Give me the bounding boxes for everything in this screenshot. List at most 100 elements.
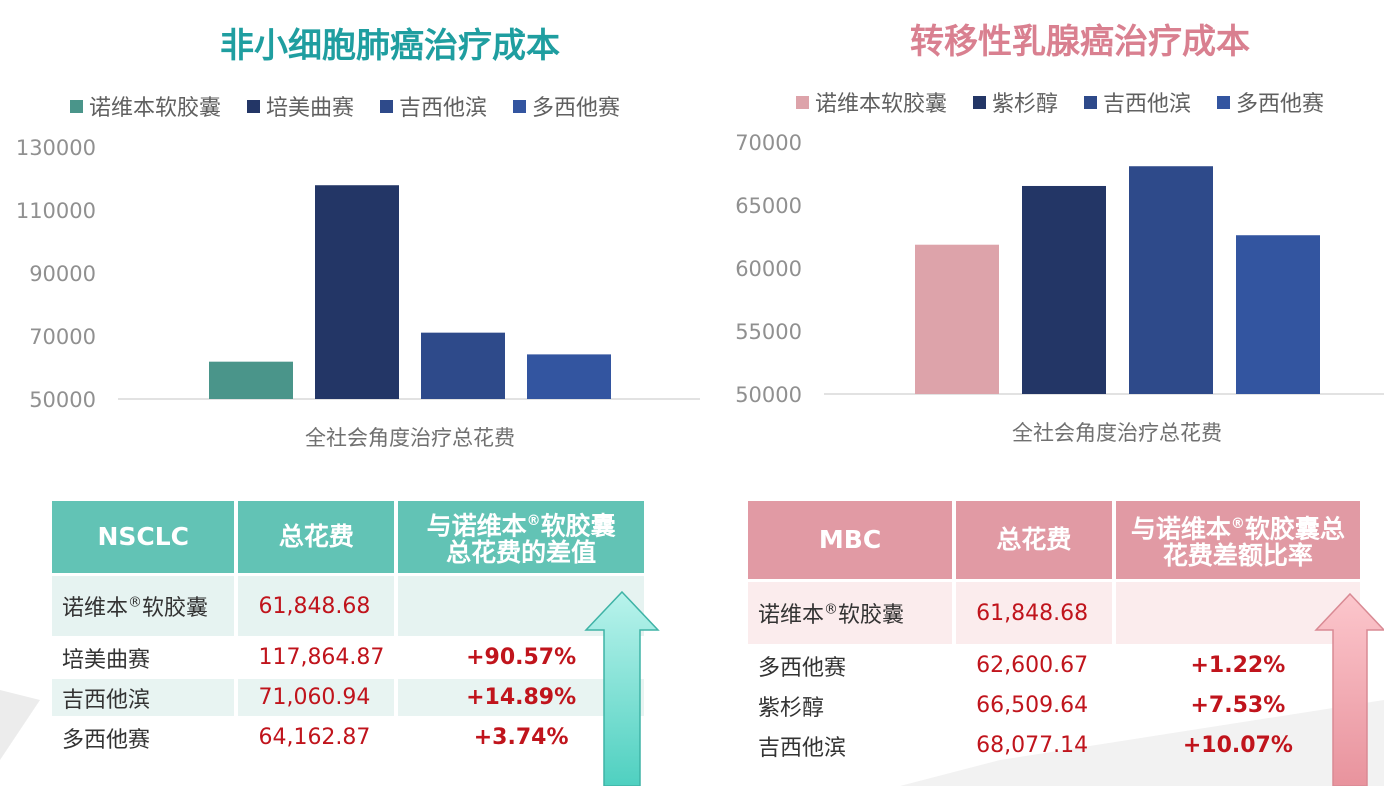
table-header-cell: 与诺维本®软胶囊总 花费差额比率 [1115, 501, 1360, 579]
legend-swatch [380, 99, 394, 113]
drug-name-cell: 吉西他滨 [758, 735, 847, 761]
bar [1022, 185, 1106, 394]
y-tick-label: 60000 [735, 257, 802, 281]
legend-label: 培美曲赛 [266, 96, 355, 121]
cost-cell: 64,162.87 [258, 725, 371, 750]
y-tick-label: 130000 [16, 136, 96, 160]
cost-cell: 62,600.67 [976, 653, 1089, 678]
y-tick-label: 65000 [735, 194, 802, 218]
left-bar-chart: 50000 70000 90000 110000 130000 全社会角度治疗总花费 [16, 136, 700, 450]
right-legend-item: 紫杉醇 [973, 86, 1058, 118]
diff-cell [1115, 582, 1360, 644]
x-category-label: 全社会角度治疗总花费 [1012, 421, 1222, 445]
header-text: 与诺维本 [1130, 514, 1231, 544]
legend-swatch [70, 99, 83, 113]
table-header-cell: 与诺维本®软胶囊 总花费的差值 [398, 501, 644, 573]
cost-cell: 61,848.68 [956, 582, 1112, 644]
drug-name-cell: 诺维本®软胶囊 [52, 576, 235, 636]
left-legend-item: 诺维本软胶囊 [70, 90, 221, 122]
table-row: 诺维本®软胶囊 61,848.68 [748, 582, 1360, 644]
drug-text: 诺维本 [758, 603, 825, 628]
registered-mark: ® [1230, 516, 1245, 533]
cost-cell: 68,077.14 [976, 733, 1089, 758]
legend-swatch [247, 99, 261, 113]
bar [1129, 166, 1213, 394]
right-up-arrow-icon [1314, 592, 1384, 786]
diff-cell: +7.53% [1190, 693, 1286, 718]
right-legend-item: 诺维本软胶囊 [796, 86, 947, 118]
drug-name-cell: 诺维本®软胶囊 [748, 582, 953, 644]
registered-mark: ® [824, 601, 839, 618]
header-text: 软胶囊总 [1244, 514, 1345, 544]
diff-cell: +1.22% [1190, 653, 1286, 678]
bar [527, 354, 611, 399]
bar [915, 244, 999, 394]
right-chart-legend: 诺维本软胶囊 紫杉醇 吉西他滨 多西他赛 [796, 86, 1324, 118]
legend-label: 诺维本软胶囊 [815, 92, 948, 117]
left-chart-title: 非小细胞肺癌治疗成本 [220, 26, 560, 66]
legend-label: 吉西他滨 [1103, 92, 1192, 117]
legend-label: 吉西他滨 [399, 96, 488, 121]
drug-text: 软胶囊 [838, 603, 905, 628]
legend-label: 多西他赛 [532, 96, 621, 121]
right-chart-title: 转移性乳腺癌治疗成本 [910, 22, 1250, 62]
right-bar-chart: 50000 55000 60000 65000 70000 全社会角度治疗总花费 [735, 131, 1384, 445]
drug-name-cell: 培美曲赛 [62, 647, 151, 673]
legend-swatch [513, 99, 527, 113]
left-chart-legend: 诺维本软胶囊 培美曲赛 吉西他滨 多西他赛 [70, 90, 620, 122]
drug-text: 软胶囊 [142, 596, 209, 621]
y-tick-label: 55000 [735, 320, 802, 344]
left-legend-item: 吉西他滨 [380, 90, 487, 122]
table-header-cell: 总花费 [238, 501, 395, 573]
legend-swatch [1084, 95, 1098, 109]
left-up-arrow-icon [584, 590, 660, 786]
table-row: 吉西他滨 71,060.94 +14.89% [52, 679, 644, 716]
table-row: 培美曲赛 117,864.87 +90.57% [52, 639, 644, 676]
y-tick-label: 90000 [29, 262, 96, 286]
cost-cell: 61,848.68 [238, 576, 395, 636]
y-tick-label: 50000 [29, 388, 96, 412]
y-tick-label: 110000 [16, 199, 96, 223]
nsclc-cost-table: NSCLC 总花费 与诺维本®软胶囊 总花费的差值 诺维本®软胶囊 61,848.… [48, 498, 648, 759]
diff-cell: +14.89% [398, 679, 644, 716]
table-header-cell: 总花费 [956, 501, 1112, 579]
y-tick-label: 70000 [29, 325, 96, 349]
drug-name-cell: 多西他赛 [62, 727, 151, 753]
header-text: 软胶囊 [540, 511, 616, 541]
table-header-row: NSCLC 总花费 与诺维本®软胶囊 总花费的差值 [52, 501, 644, 573]
legend-label: 多西他赛 [1236, 92, 1325, 117]
drug-text: 诺维本 [62, 596, 129, 621]
table-row: 紫杉醇 66,509.64 +7.53% [748, 687, 1360, 724]
cost-cell: 117,864.87 [258, 645, 385, 670]
table-header-cell: MBC [748, 501, 953, 579]
table-row: 吉西他滨 68,077.14 +10.07% [748, 727, 1360, 764]
header-text: 花费差额比率 [1162, 540, 1313, 570]
right-legend-item: 吉西他滨 [1084, 86, 1191, 118]
bar [1236, 235, 1320, 394]
legend-swatch [796, 95, 809, 109]
legend-swatch [1217, 95, 1231, 109]
diff-cell: +90.57% [466, 645, 577, 670]
drug-name-cell: 吉西他滨 [52, 679, 235, 716]
left-legend-item: 多西他赛 [513, 90, 620, 122]
table-row: 多西他赛 64,162.87 +3.74% [52, 719, 644, 756]
legend-swatch [973, 95, 987, 109]
diff-cell: +10.07% [1182, 733, 1293, 758]
legend-label: 紫杉醇 [992, 92, 1059, 117]
left-legend-item: 培美曲赛 [247, 90, 354, 122]
drug-name-cell: 多西他赛 [758, 655, 847, 681]
bar [315, 185, 399, 399]
cost-cell: 66,509.64 [976, 693, 1089, 718]
drug-name-cell: 紫杉醇 [758, 695, 825, 721]
legend-label: 诺维本软胶囊 [89, 96, 222, 121]
mbc-cost-table: MBC 总花费 与诺维本®软胶囊总 花费差额比率 诺维本®软胶囊 61,848.6… [744, 498, 1364, 767]
header-text: 与诺维本 [426, 511, 527, 541]
table-header-row: MBC 总花费 与诺维本®软胶囊总 花费差额比率 [748, 501, 1360, 579]
right-legend-item: 多西他赛 [1217, 86, 1324, 118]
table-row: 多西他赛 62,600.67 +1.22% [748, 647, 1360, 684]
diff-cell: +3.74% [473, 725, 569, 750]
bar [209, 361, 293, 399]
x-category-label: 全社会角度治疗总花费 [305, 426, 515, 450]
cost-cell: 71,060.94 [238, 679, 395, 716]
table-row: 诺维本®软胶囊 61,848.68 [52, 576, 644, 636]
